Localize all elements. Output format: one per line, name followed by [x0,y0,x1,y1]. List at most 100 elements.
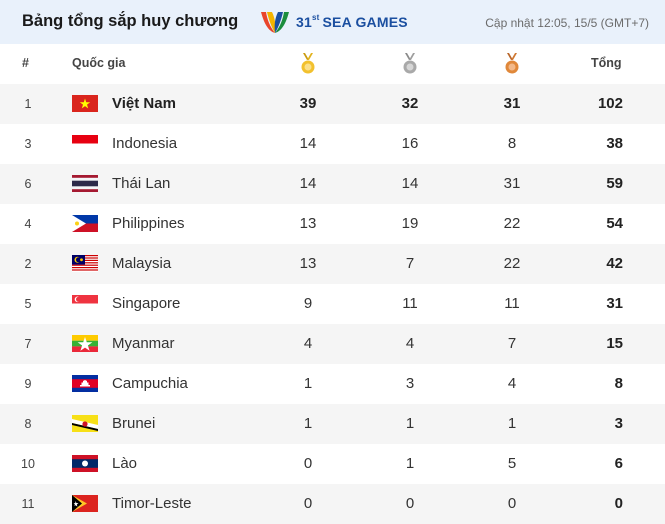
row-silver: 7 [405,255,415,272]
indonesia-flag-icon [72,135,98,152]
row-bronze: 0 [507,495,517,512]
row-silver: 3 [405,375,415,392]
logo-number: 31 [296,14,312,30]
bronze-medal-icon [505,53,519,74]
laos-flag-icon [72,455,98,472]
row-gold: 13 [299,215,317,232]
row-country: Campuchia [112,375,188,392]
page-title: Bảng tổng sắp huy chương [22,12,239,30]
gold-medal-icon [301,53,315,74]
table-header: # Quốc gia Tổng [0,44,665,84]
row-rank: 7 [24,337,32,351]
row-total: 54 [606,215,623,232]
row-bronze: 11 [504,295,520,312]
cambodia-flag-icon [72,375,98,392]
timor-leste-flag-icon [72,495,98,512]
silver-medal-icon [403,53,417,74]
row-bronze: 5 [507,455,517,472]
row-bronze: 1 [507,415,517,432]
myanmar-flag-icon [72,335,98,352]
row-gold: 0 [303,455,313,472]
column-country: Quốc gia [72,56,126,70]
row-total: 42 [606,255,623,272]
row-gold: 14 [299,175,317,192]
table-row: 7 Myanmar 4 4 7 15 [0,324,665,364]
table-row: 2 Malaysia 13 7 22 42 [0,244,665,284]
row-bronze: 22 [503,215,521,232]
row-country: Thái Lan [112,175,171,192]
row-gold: 4 [303,335,313,352]
row-bronze: 31 [503,95,521,112]
row-rank: 1 [24,97,32,111]
vietnam-flag-icon [72,95,98,112]
table-row: 4 Philippines 13 19 22 54 [0,204,665,244]
column-rank: # [22,56,29,70]
row-rank: 3 [24,137,32,151]
row-total: 15 [606,335,623,352]
row-gold: 1 [303,415,313,432]
row-gold: 1 [303,375,313,392]
philippines-flag-icon [72,215,98,232]
row-total: 31 [606,295,623,312]
row-total: 6 [614,455,623,472]
row-gold: 13 [299,255,317,272]
logo-suffix: st [311,13,320,22]
row-silver: 14 [401,175,419,192]
row-silver: 11 [402,295,418,312]
row-gold: 0 [303,495,313,512]
row-total: 59 [606,175,623,192]
row-total: 0 [614,495,623,512]
row-bronze: 8 [507,135,517,152]
table-row: 1 Việt Nam 39 32 31 102 [0,84,665,124]
row-rank: 2 [24,257,32,271]
row-country: Singapore [112,295,181,312]
row-country: Timor-Leste [112,495,192,512]
row-bronze: 22 [503,255,521,272]
row-country: Myanmar [112,335,175,352]
row-silver: 1 [405,415,415,432]
row-rank: 8 [24,417,32,431]
singapore-flag-icon [72,295,98,312]
row-rank: 10 [21,457,35,471]
row-total: 8 [614,375,623,392]
row-rank: 6 [24,177,32,191]
row-bronze: 4 [507,375,517,392]
table-row: 3 Indonesia 14 16 8 38 [0,124,665,164]
row-total: 102 [597,95,623,112]
brunei-flag-icon [72,415,98,432]
row-gold: 14 [299,135,317,152]
row-silver: 4 [405,335,415,352]
row-country: Malaysia [112,255,172,272]
sea-games-logo-icon [261,12,289,33]
row-silver: 19 [401,215,419,232]
row-silver: 0 [405,495,415,512]
row-rank: 4 [24,217,32,231]
table-row: 6 Thái Lan 14 14 31 59 [0,164,665,204]
table-row: 5 Singapore 9 11 11 31 [0,284,665,324]
update-timestamp: Cập nhật 12:05, 15/5 (GMT+7) [485,16,649,30]
row-bronze: 7 [507,335,517,352]
table-row: 9 Campuchia 1 3 4 8 [0,364,665,404]
table-row: 10 Lào 0 1 5 6 [0,444,665,484]
row-country: Philippines [112,215,185,232]
row-country: Brunei [112,415,156,432]
column-total: Tổng [591,56,622,70]
row-rank: 5 [24,297,32,311]
row-rank: 11 [21,497,35,511]
row-silver: 32 [401,95,419,112]
row-country: Indonesia [112,135,178,152]
table-row: 8 Brunei 1 1 1 3 [0,404,665,444]
row-total: 38 [606,135,623,152]
row-country: Việt Nam [112,95,176,112]
row-total: 3 [614,415,623,432]
malaysia-flag-icon [72,255,98,272]
logo-text: SEA GAMES [322,14,408,30]
table-row: 11 Timor-Leste 0 0 0 0 [0,484,665,524]
row-bronze: 31 [503,175,521,192]
row-gold: 9 [303,295,313,312]
row-gold: 39 [299,95,317,112]
row-silver: 1 [405,455,415,472]
row-rank: 9 [24,377,32,391]
